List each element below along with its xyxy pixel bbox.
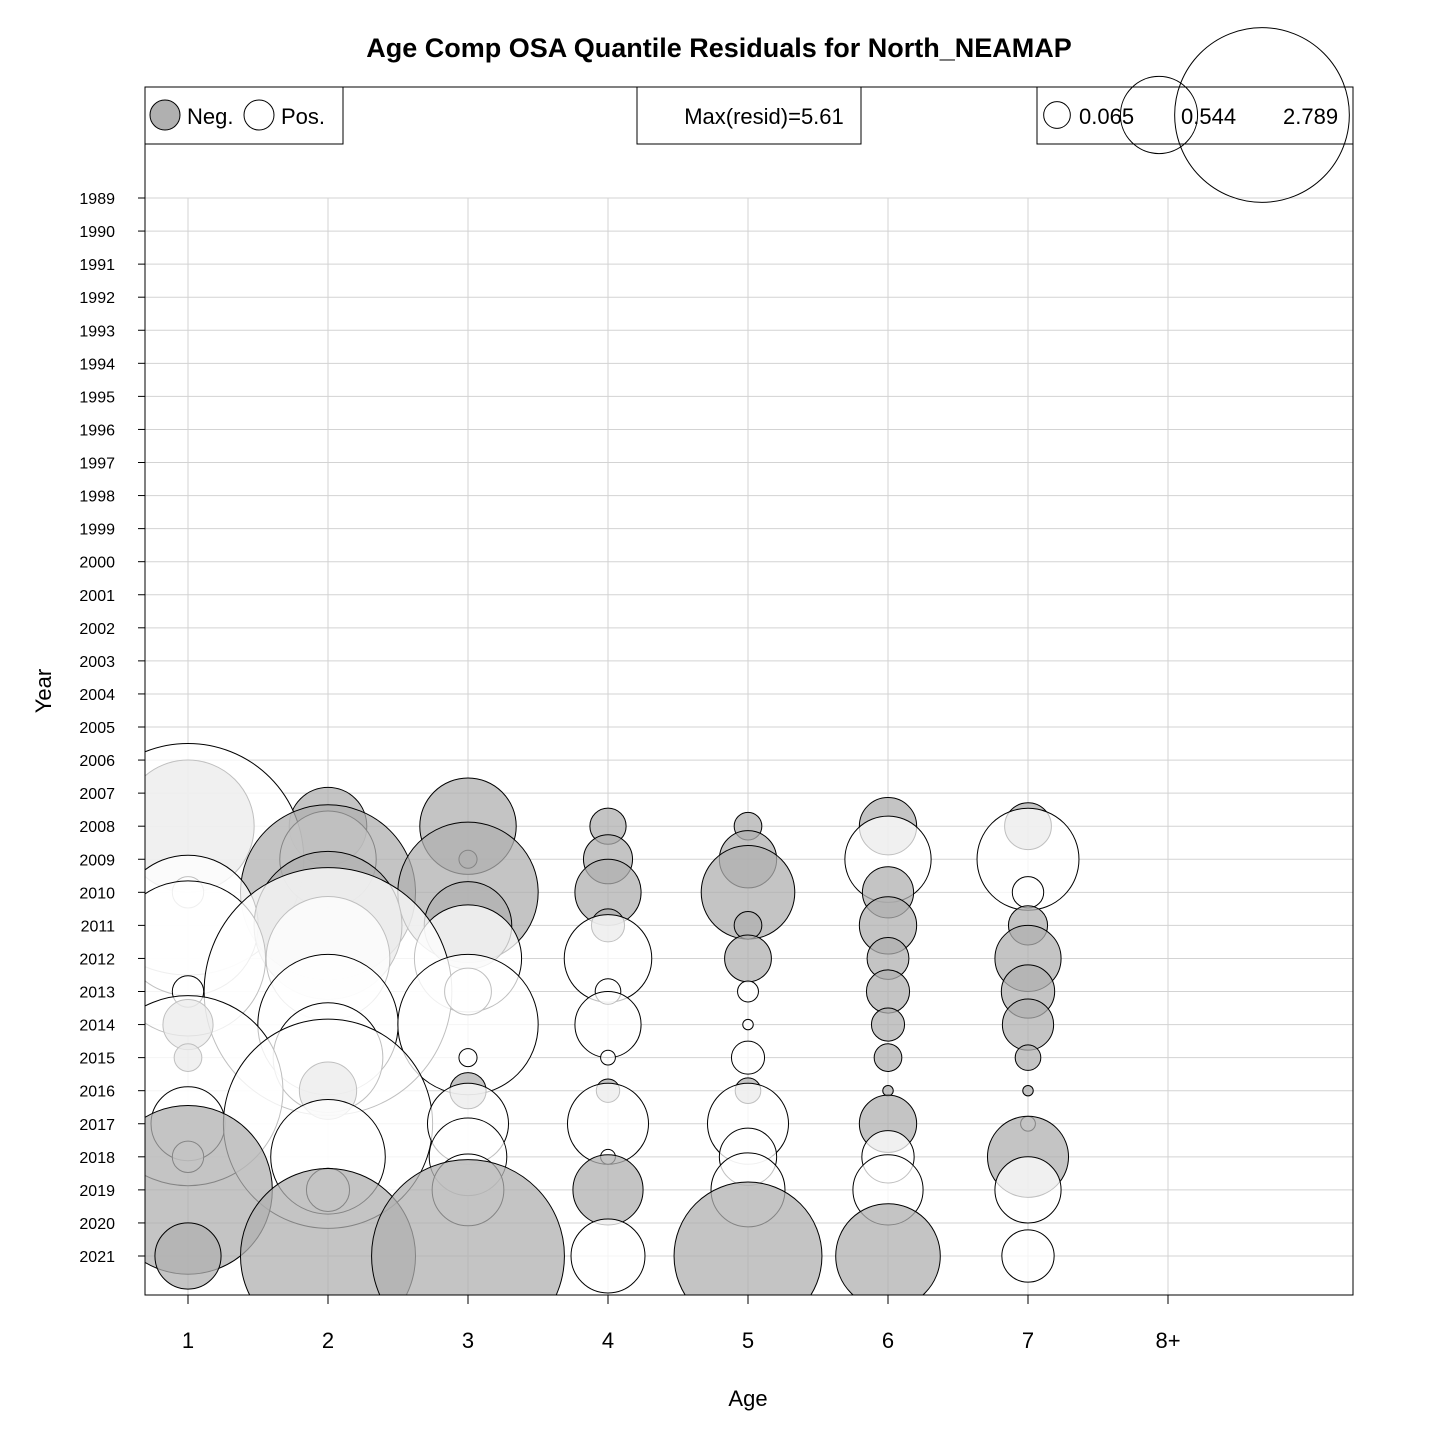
- bubble-positive: [458, 1048, 478, 1068]
- x-tick-label: 6: [882, 1328, 894, 1353]
- bubble-negative: [673, 1181, 823, 1295]
- axis-layer: 1989 1990 1991 1992 1993 1994 1995 1996 1997 1998…: [79, 191, 1180, 1353]
- x-tick-label: 7: [1022, 1328, 1034, 1353]
- bubble-positive: [742, 1018, 754, 1031]
- bubble-positive: [737, 980, 759, 1003]
- legend-pos-swatch: [243, 99, 275, 131]
- y-tick-label: 2001: [79, 588, 115, 605]
- bubble-negative: [882, 1084, 894, 1097]
- legend-neg-label: Neg.: [187, 104, 233, 129]
- y-tick-label: 2019: [79, 1183, 115, 1200]
- bubble-negative: [870, 1007, 906, 1042]
- x-tick-label: 2: [322, 1328, 334, 1353]
- y-tick-label: 2005: [79, 720, 115, 737]
- bubble-positive: [574, 990, 642, 1059]
- y-tick-label: 1997: [79, 456, 115, 473]
- y-tick-label: 1996: [79, 422, 115, 439]
- bubble-negative: [154, 1222, 222, 1290]
- y-tick-label: 2012: [79, 951, 115, 968]
- y-tick-label: 2017: [79, 1117, 115, 1134]
- y-tick-label: 2010: [79, 885, 115, 902]
- y-tick-label: 2015: [79, 1051, 115, 1068]
- legend-size-bubble: [1174, 27, 1350, 203]
- y-tick-label: 2007: [79, 786, 115, 803]
- y-tick-label: 2011: [81, 918, 116, 935]
- bubble-positive: [1011, 876, 1045, 909]
- bubble-negative: [1014, 1044, 1042, 1071]
- x-tick-label: 8+: [1155, 1328, 1180, 1353]
- y-tick-label: 2016: [79, 1084, 115, 1101]
- legend-size-label: 0.065: [1079, 104, 1134, 129]
- x-tick-label: 5: [742, 1328, 754, 1353]
- y-axis-title: Year: [31, 669, 56, 713]
- x-tick-label: 4: [602, 1328, 614, 1353]
- legend-pos-label: Pos.: [281, 104, 325, 129]
- y-tick-label: 2002: [79, 621, 115, 638]
- y-tick-label: 1995: [79, 389, 115, 406]
- y-tick-label: 2009: [79, 852, 115, 869]
- y-tick-label: 2004: [79, 687, 115, 704]
- legend-neg-swatch: [149, 99, 181, 131]
- legend-size: 0.065 0.544 2.789: [1036, 27, 1354, 203]
- legend-max: Max(resid)=5.61: [636, 86, 862, 145]
- bubble-negative: [1001, 998, 1055, 1051]
- plot-frame: [144, 86, 1354, 1296]
- bubble-positive: [600, 1049, 616, 1066]
- bubble-positive: [1001, 1229, 1055, 1283]
- y-tick-label: 1993: [79, 323, 115, 340]
- y-tick-label: 2003: [79, 654, 115, 671]
- x-tick-label: 1: [182, 1328, 194, 1353]
- y-tick-label: 2013: [79, 985, 115, 1002]
- bubble-layer: [145, 743, 1080, 1295]
- legend-max-label: Max(resid)=5.61: [684, 104, 844, 129]
- bubble-negative: [835, 1203, 941, 1295]
- legend-size-label: 2.789: [1283, 104, 1338, 129]
- y-tick-label: 1989: [79, 191, 115, 208]
- chart-title: Age Comp OSA Quantile Residuals for Nort…: [366, 33, 1072, 63]
- legend-sign: Neg. Pos.: [144, 86, 344, 145]
- y-tick-label: 2020: [79, 1216, 115, 1233]
- bubble-negative: [1022, 1084, 1034, 1097]
- bubble-negative: [371, 1159, 565, 1295]
- y-tick-label: 2018: [79, 1150, 115, 1167]
- y-tick-label: 2014: [79, 1018, 115, 1035]
- legend-size-label: 0.544: [1181, 104, 1236, 129]
- y-tick-label: 1991: [79, 257, 115, 274]
- bubble-negative: [572, 1154, 644, 1226]
- y-tick-label: 2021: [79, 1249, 115, 1266]
- y-tick-label: 2006: [79, 753, 115, 770]
- y-tick-label: 1992: [79, 290, 115, 307]
- y-tick-label: 1999: [79, 522, 115, 539]
- x-axis-title: Age: [728, 1386, 767, 1411]
- legend-size-bubble: [1043, 101, 1071, 129]
- bubble-positive: [570, 1218, 646, 1294]
- legend-size-bubble: [1119, 75, 1199, 155]
- y-tick-label: 2000: [79, 555, 115, 572]
- x-tick-label: 3: [462, 1328, 474, 1353]
- bubble-negative: [873, 1043, 903, 1072]
- y-tick-label: 1990: [79, 224, 115, 241]
- y-tick-label: 1994: [79, 356, 115, 373]
- bubble-positive: [994, 1156, 1062, 1224]
- bubble-negative: [865, 969, 911, 1014]
- y-tick-label: 1998: [79, 489, 115, 506]
- y-tick-label: 2008: [79, 819, 115, 836]
- bubble-positive: [730, 1040, 766, 1075]
- bubble-negative: [724, 934, 772, 983]
